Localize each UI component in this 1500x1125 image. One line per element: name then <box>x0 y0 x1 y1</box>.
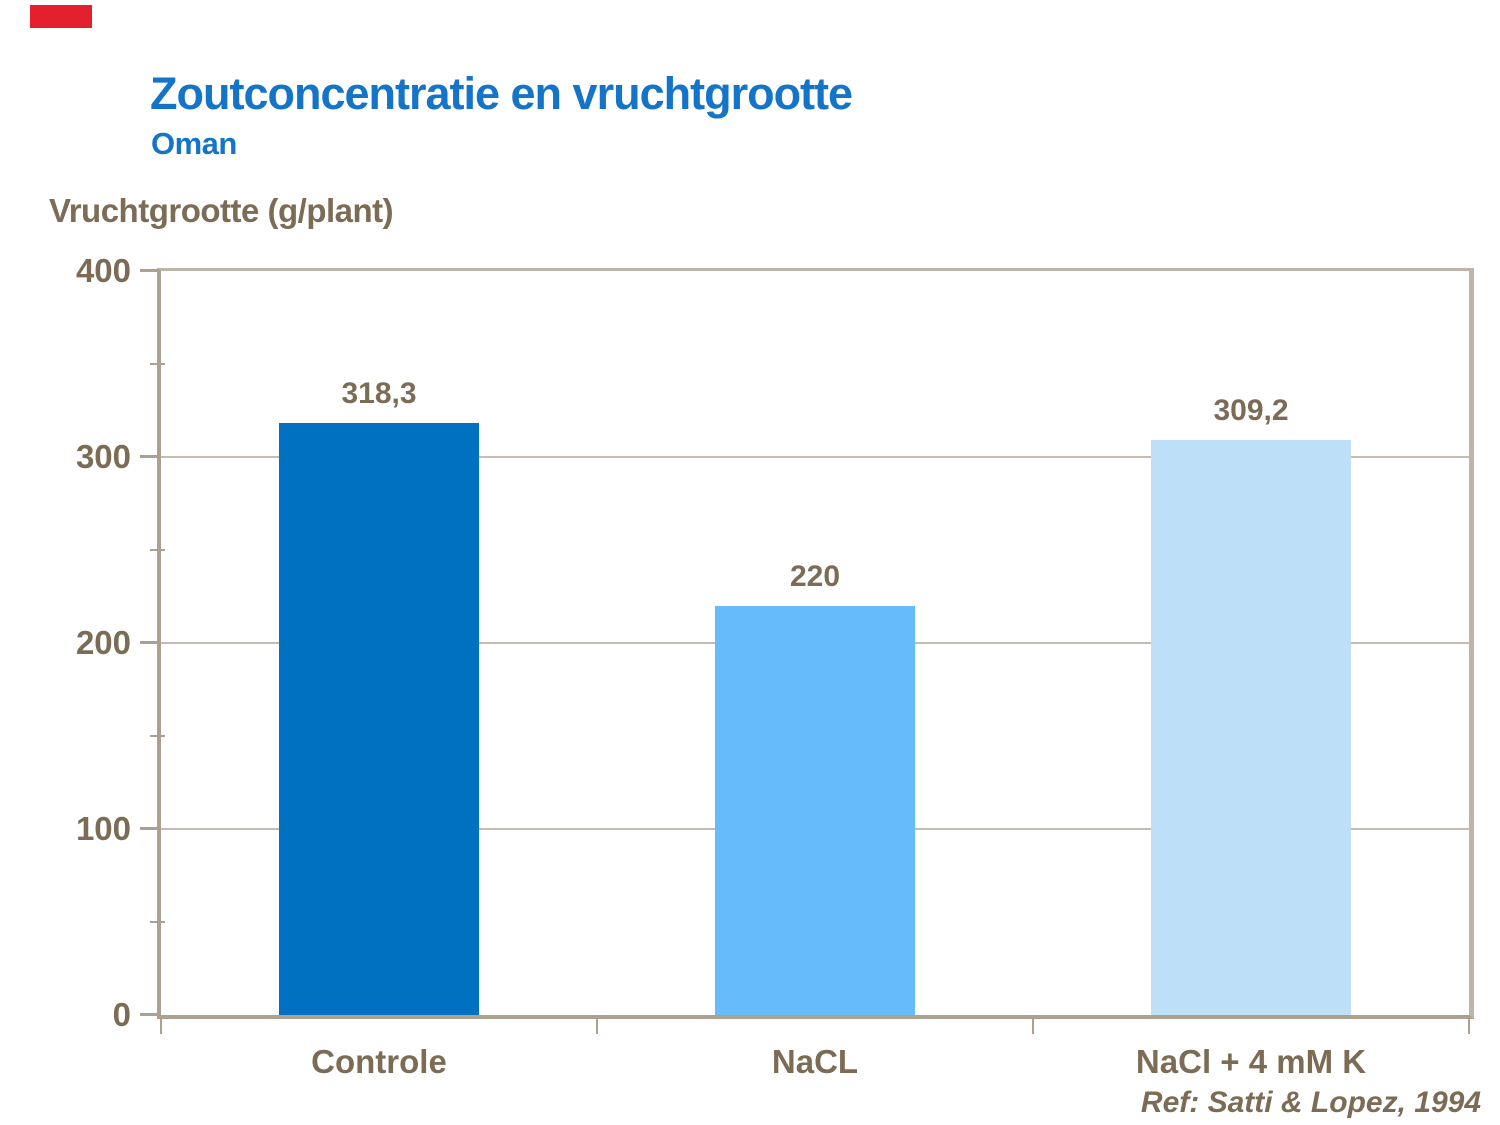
bar-value-label: 220 <box>789 559 841 593</box>
y-axis-minor-tick <box>150 735 165 737</box>
plot-area: 0 100 200 300 400 318,3 Controle 220 NaCL 309,2 Na… <box>76 254 1474 1080</box>
x-axis-tick <box>1468 1019 1470 1034</box>
x-axis-tick <box>1032 1019 1034 1034</box>
reference-note: Ref: Satti & Lopez, 1994 <box>1140 1086 1481 1119</box>
y-axis-major-tick <box>140 269 157 272</box>
y-axis-major-tick <box>140 455 157 458</box>
y-tick-label: 100 <box>75 810 131 847</box>
y-tick-label: 200 <box>75 624 131 661</box>
y-axis-major-tick <box>140 827 157 830</box>
y-axis-major-tick <box>140 641 157 644</box>
gridline <box>161 456 1469 458</box>
y-tick-label: 300 <box>75 438 131 475</box>
x-category-label: NaCl + 4 mM K <box>1135 1043 1367 1080</box>
x-category-label: NaCL <box>771 1043 859 1080</box>
y-tick-label: 400 <box>75 252 131 289</box>
bar-value-label: 309,2 <box>1213 393 1289 427</box>
x-category-label: Controle <box>311 1043 447 1080</box>
y-axis-major-tick <box>140 1013 157 1016</box>
y-axis-minor-tick <box>150 363 165 365</box>
bar <box>279 422 479 1015</box>
page-subtitle: Oman <box>151 126 237 161</box>
page-title: Zoutconcentratie en vruchtgrootte <box>150 68 853 119</box>
bar-value-label: 318,3 <box>341 376 417 410</box>
y-axis-title: Vruchtgrootte (g/plant) <box>49 192 394 229</box>
x-axis-tick <box>160 1019 162 1034</box>
bar <box>1151 439 1351 1015</box>
logo-mark <box>30 5 92 28</box>
y-axis-minor-tick <box>150 921 165 923</box>
bar <box>715 605 915 1015</box>
x-axis-tick <box>596 1019 598 1034</box>
y-tick-label: 0 <box>112 996 131 1033</box>
y-axis-minor-tick <box>150 549 165 551</box>
